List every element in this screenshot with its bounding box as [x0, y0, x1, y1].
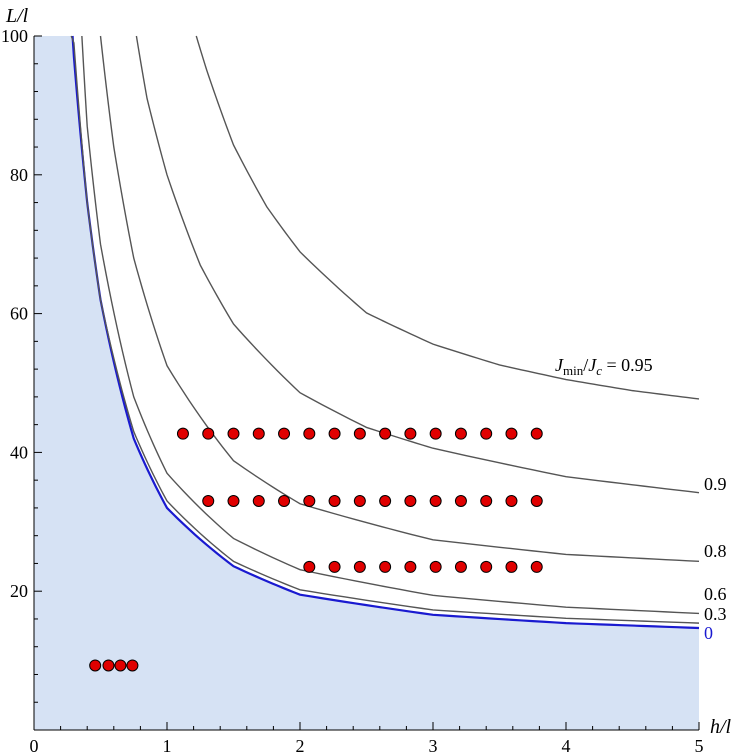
- marker-0-14: [530, 427, 543, 440]
- curve-label-0_6: 0.6: [704, 584, 727, 604]
- marker-0-7: [353, 427, 366, 440]
- marker-1-6: [353, 494, 366, 507]
- marker-1-3: [278, 494, 291, 507]
- marker-3-0: [89, 659, 102, 672]
- contour-line-0_9: [135, 35, 700, 494]
- contour-line-0_3: [70, 35, 700, 624]
- marker-0-9: [404, 427, 417, 440]
- marker-0-0: [176, 427, 189, 440]
- marker-1-12: [505, 494, 518, 507]
- curve-label-0: 0: [704, 623, 713, 643]
- y-tick-label: 40: [10, 442, 28, 462]
- curve-label-0_9: 0.9: [704, 474, 727, 494]
- marker-0-5: [303, 427, 316, 440]
- marker-0-2: [227, 427, 240, 440]
- contour-line-0_8: [99, 35, 700, 563]
- contour-curves: [70, 35, 700, 630]
- marker-0-11: [454, 427, 467, 440]
- x-tick-label: 0: [30, 736, 39, 753]
- marker-2-3: [379, 560, 392, 573]
- marker-1-2: [252, 494, 265, 507]
- marker-3-1: [102, 659, 115, 672]
- curve-label-0_3: 0.3: [704, 604, 727, 624]
- marker-1-1: [227, 494, 240, 507]
- curve-label-0_95: Jmin/Jc = 0.95: [555, 355, 653, 378]
- y-tick-label: 100: [1, 26, 28, 46]
- axes: 0 1 2 3 4 5 20 40 60 80 100: [1, 26, 704, 753]
- data-markers: [89, 427, 543, 672]
- x-tick-label: 3: [429, 736, 438, 753]
- marker-1-4: [303, 494, 316, 507]
- marker-2-4: [404, 560, 417, 573]
- marker-0-4: [278, 427, 291, 440]
- marker-0-13: [505, 427, 518, 440]
- marker-1-5: [328, 494, 341, 507]
- marker-2-5: [429, 560, 442, 573]
- curve-label-0_8: 0.8: [704, 541, 727, 561]
- marker-1-9: [429, 494, 442, 507]
- marker-1-10: [454, 494, 467, 507]
- y-tick-label: 20: [10, 581, 28, 601]
- marker-2-1: [328, 560, 341, 573]
- contour-line-0_6: [81, 35, 700, 615]
- x-tick-label: 1: [163, 736, 172, 753]
- marker-2-6: [454, 560, 467, 573]
- feasible-region-fill: [34, 36, 699, 730]
- x-tick-label: 5: [695, 736, 704, 753]
- marker-0-12: [480, 427, 493, 440]
- curve-labels: 00.30.6 0.8 0.9 Jmin/Jc = 0.95: [555, 355, 727, 643]
- y-tick-label: 60: [10, 304, 28, 324]
- marker-0-10: [429, 427, 442, 440]
- marker-1-13: [530, 494, 543, 507]
- marker-2-2: [353, 560, 366, 573]
- marker-2-0: [303, 560, 316, 573]
- marker-0-8: [379, 427, 392, 440]
- x-axis-title: h/l: [710, 716, 732, 738]
- marker-0-1: [202, 427, 215, 440]
- contour-line-0_95: [195, 35, 700, 400]
- marker-1-8: [404, 494, 417, 507]
- marker-1-7: [379, 494, 392, 507]
- y-tick-label: 80: [10, 165, 28, 185]
- x-tick-label: 2: [296, 736, 305, 753]
- marker-2-8: [505, 560, 518, 573]
- marker-0-3: [252, 427, 265, 440]
- marker-2-7: [480, 560, 493, 573]
- marker-0-6: [328, 427, 341, 440]
- marker-1-0: [202, 494, 215, 507]
- marker-1-11: [480, 494, 493, 507]
- x-tick-label: 4: [562, 736, 571, 753]
- marker-3-3: [126, 659, 139, 672]
- y-axis-title: L/l: [5, 5, 29, 27]
- marker-2-9: [530, 560, 543, 573]
- marker-3-2: [114, 659, 127, 672]
